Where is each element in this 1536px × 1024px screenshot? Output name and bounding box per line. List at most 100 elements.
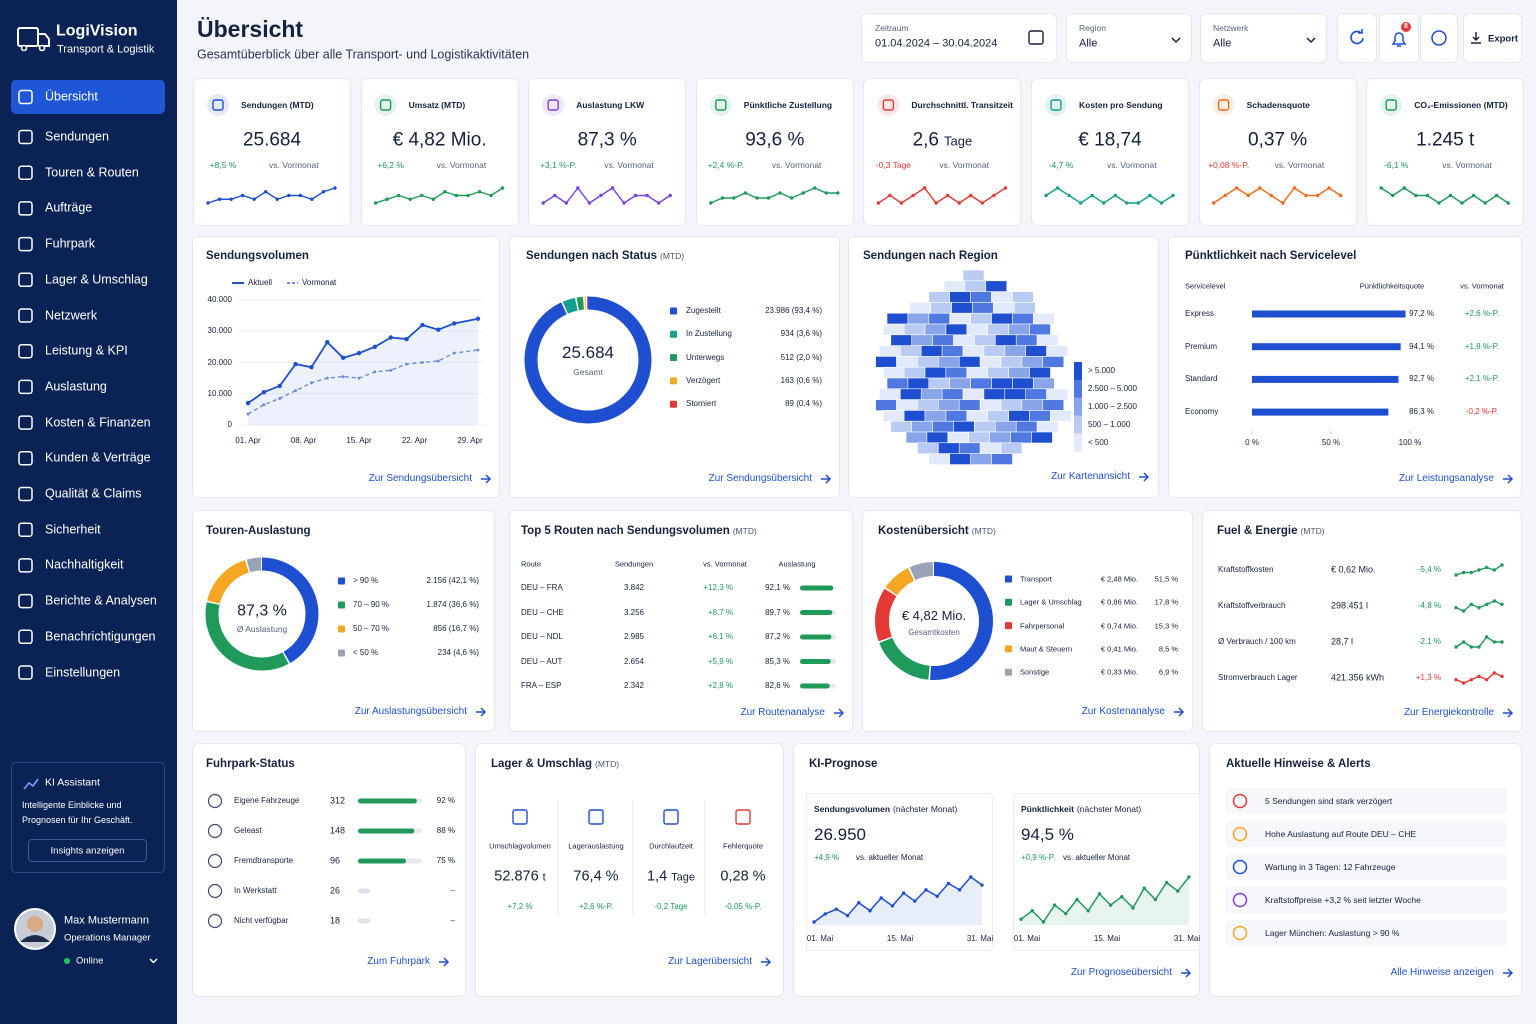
panel-title: Top 5 Routen nach Sendungsvolumen (MTD) (521, 525, 757, 539)
kpi-value: 2,6 Tage (913, 130, 973, 153)
header-filter[interactable] (1200, 13, 1327, 63)
link[interactable]: Zur Sendungsübersicht (368, 473, 472, 484)
route-count: 2.985 (623, 632, 645, 642)
x-tick-label: 15. Apr (346, 436, 372, 446)
forecast-value: 94,5 % (1021, 824, 1074, 844)
warehouse-change: -0,05 %-P. (724, 902, 762, 912)
route-change: +5,9 % (707, 656, 733, 666)
nav-item[interactable]: Berichte & Analysen (45, 593, 157, 608)
help-button[interactable] (1420, 13, 1458, 63)
filter-value: 01.04.2024 – 30.04.2024 (875, 37, 998, 50)
kpi-value-text: 25.684 (242, 129, 302, 151)
link[interactable]: Zur Leistungsanalyse (1398, 473, 1494, 484)
nav-item[interactable]: Benachrichtigungen (45, 629, 156, 644)
nav-item[interactable]: Kosten & Finanzen (45, 415, 151, 430)
nav-item[interactable]: Touren & Routen (45, 165, 139, 180)
nav-active[interactable] (11, 80, 165, 114)
alert-row[interactable] (1226, 854, 1507, 880)
nav-item[interactable]: Lager & Umschlag (45, 272, 148, 287)
link[interactable]: Zum Fuhrpark (367, 956, 430, 967)
panel (793, 743, 1200, 997)
brand-tagline: Transport & Logistik (57, 43, 155, 56)
alert-text[interactable]: Hohe Auslastung auf Route DEU – CHE (1265, 828, 1417, 839)
nav-item[interactable]: Netzwerk (45, 308, 98, 322)
legend-label: 1.000 – 2.500 (1088, 402, 1137, 411)
panel (192, 743, 466, 997)
filter-label: Netzwerk (1213, 22, 1249, 33)
header-filter[interactable] (1066, 13, 1192, 63)
x-tick-label: 31. Mai (1173, 934, 1201, 944)
alert-row[interactable] (1226, 821, 1507, 847)
title-text: Top 5 Routen nach Sendungsvolumen (521, 525, 730, 538)
nav-item[interactable]: Einstellungen (45, 665, 121, 679)
link[interactable]: Zur Prognoseübersicht (1070, 967, 1172, 978)
notification-button[interactable] (1379, 13, 1419, 63)
nav-item[interactable]: Aufträge (45, 200, 93, 215)
link[interactable]: Zur Kostenanalyse (1081, 706, 1165, 717)
alert-row[interactable] (1226, 887, 1507, 913)
alert-text[interactable]: Kraftstoffpreise +3,2 % seit letzter Woc… (1265, 894, 1421, 905)
fleet-name: Eigene Fahrzeuge (234, 796, 300, 806)
alert-row[interactable] (1226, 788, 1507, 814)
fuel-value: 28,7 l (1331, 636, 1354, 647)
link[interactable]: Zur Lagerübersicht (668, 956, 752, 967)
fleet-count: 96 (330, 855, 341, 866)
refresh-button[interactable] (1337, 13, 1377, 63)
link[interactable]: Zur Routenanalyse (740, 707, 826, 718)
legend-value: 163 (0,6 %) (780, 376, 822, 386)
fleet-count: 18 (330, 915, 341, 926)
legend-label: Transport (1020, 574, 1052, 584)
link[interactable]: Zur Sendungsübersicht (708, 473, 812, 484)
panel-title: Aktuelle Hinweise & Alerts (1226, 758, 1371, 772)
nav-item[interactable]: Auslastung (45, 379, 107, 394)
x-tick-label: 15. Mai (886, 934, 914, 944)
link[interactable]: Alle Hinweise anzeigen (1390, 967, 1494, 978)
link[interactable]: Zur Energiekontrolle (1403, 707, 1494, 718)
nav-item[interactable]: Kunden & Verträge (45, 450, 151, 465)
nav-item[interactable]: Qualität & Claims (45, 486, 142, 501)
route-name: DEU – CHE (521, 607, 564, 617)
link[interactable]: Zur Auslastungsübersicht (354, 706, 467, 717)
forecast-change: +4,9 % (814, 853, 840, 863)
header-filter[interactable] (861, 13, 1057, 63)
title-text: Sendungsvolumen (206, 250, 309, 263)
kpi-label: Durchschnittl. Transitzeit (911, 99, 1013, 110)
alert-row[interactable] (1226, 920, 1507, 946)
row-label: Express (1185, 309, 1214, 319)
warehouse-unit: t (542, 871, 546, 884)
kpi-unit: Tage (944, 133, 973, 149)
filter-value: Alle (1213, 37, 1232, 50)
kpi-value-text: € 18,74 (1078, 129, 1142, 151)
export-label[interactable]: Export (1488, 33, 1519, 45)
warehouse-change: +7,2 % (507, 902, 533, 912)
alert-text[interactable]: Wartung in 3 Tagen: 12 Fahrzeuge (1265, 861, 1396, 872)
fleet-pct: 88 % (436, 826, 455, 836)
x-tick-label: 50 % (1321, 438, 1341, 448)
row-label: Standard (1185, 374, 1218, 384)
ai-button-label[interactable]: Insights anzeigen (50, 845, 125, 857)
warehouse-value-text: 76,4 % (573, 868, 619, 885)
route-util: 82,6 % (765, 681, 790, 691)
ai-button[interactable] (28, 839, 147, 862)
panel-title: Fuhrpark-Status (206, 758, 295, 772)
nav-item[interactable]: Fuhrpark (45, 236, 96, 251)
link[interactable]: Zur Kartenansicht (1051, 471, 1130, 482)
title-suffix: (MTD) (660, 251, 685, 262)
nav-item[interactable]: Übersicht (45, 89, 98, 104)
alert-text[interactable]: Lager München: Auslastung > 90 % (1265, 927, 1400, 938)
nav-item[interactable]: Leistung & KPI (45, 343, 128, 358)
nav-item[interactable]: Sendungen (45, 129, 109, 144)
y-tick-label: 0 (227, 420, 232, 430)
warehouse-label: Fehlerquote (722, 841, 764, 851)
bar-value: 86,3 % (1409, 407, 1434, 417)
legend-label: > 5.000 (1088, 366, 1115, 376)
warehouse-change: -0,2 Tage (654, 902, 688, 912)
bar-value: 94,1 % (1409, 341, 1434, 351)
panel-title: Sendungsvolumen (206, 250, 309, 264)
ai-text: Intelligente Einblicke und Prognosen für… (22, 800, 133, 825)
nav-item[interactable]: Nachhaltigkeit (45, 557, 124, 572)
warehouse-value: 1,4 Tage (647, 868, 695, 885)
kpi-change: -6,1 % (1383, 159, 1409, 170)
nav-item[interactable]: Sicherheit (45, 522, 101, 537)
alert-text[interactable]: 5 Sendungen sind stark verzögert (1265, 795, 1393, 806)
